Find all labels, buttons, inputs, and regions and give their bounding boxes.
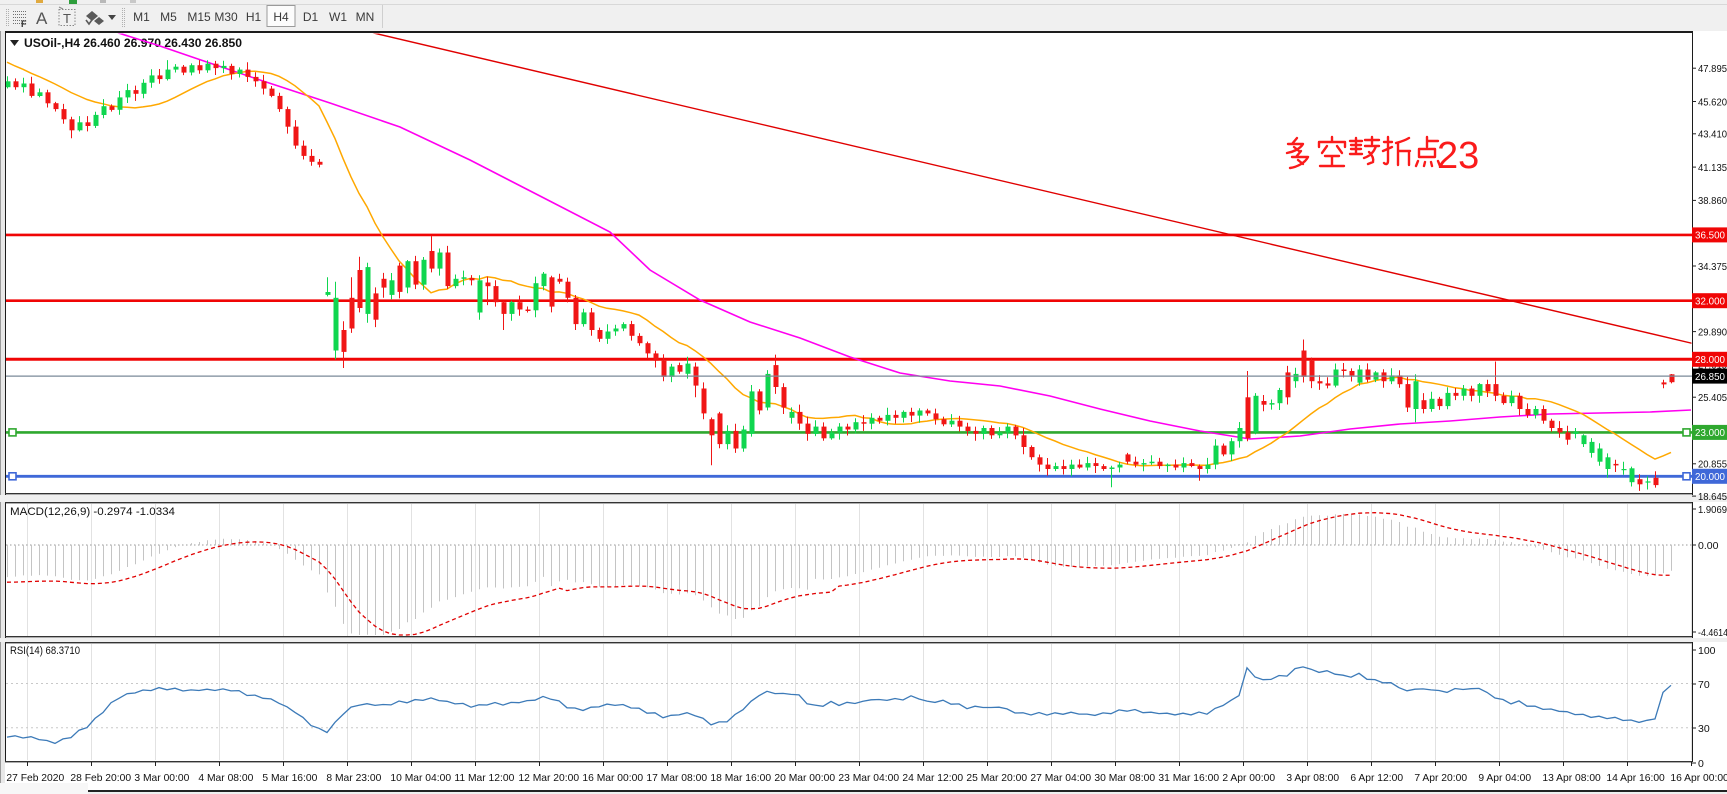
svg-text:10 Mar 04:00: 10 Mar 04:00 [390, 773, 451, 784]
svg-text:100: 100 [1698, 645, 1716, 657]
svg-text:13 Apr 08:00: 13 Apr 08:00 [1542, 773, 1601, 784]
svg-text:27 Mar 04:00: 27 Mar 04:00 [1030, 773, 1091, 784]
svg-text:2 Apr 00:00: 2 Apr 00:00 [1222, 773, 1275, 784]
svg-text:3 Mar 00:00: 3 Mar 00:00 [134, 773, 189, 784]
svg-text:47.895: 47.895 [1698, 63, 1727, 75]
svg-text:0: 0 [1698, 758, 1704, 770]
svg-text:11 Mar 12:00: 11 Mar 12:00 [454, 773, 514, 784]
svg-text:26.850: 26.850 [1695, 371, 1725, 383]
svg-text:24 Mar 12:00: 24 Mar 12:00 [902, 773, 963, 784]
svg-text:36.500: 36.500 [1695, 230, 1725, 242]
svg-text:18 Mar 16:00: 18 Mar 16:00 [710, 773, 771, 784]
svg-text:F: F [21, 19, 27, 29]
svg-text:20.855: 20.855 [1698, 459, 1727, 471]
svg-text:27 Feb 2020: 27 Feb 2020 [6, 773, 64, 784]
svg-text:8 Mar 23:00: 8 Mar 23:00 [326, 773, 381, 784]
svg-text:7 Apr 20:00: 7 Apr 20:00 [1414, 773, 1467, 784]
svg-text:25 Mar 20:00: 25 Mar 20:00 [966, 773, 1027, 784]
svg-text:23: 23 [1437, 135, 1479, 177]
svg-text:1.9069: 1.9069 [1698, 504, 1727, 516]
svg-text:MN: MN [356, 10, 375, 24]
svg-text:-4.4614: -4.4614 [1698, 627, 1727, 639]
svg-text:H1: H1 [246, 10, 262, 24]
svg-text:34.375: 34.375 [1698, 261, 1727, 273]
svg-text:16 Mar 00:00: 16 Mar 00:00 [582, 773, 643, 784]
svg-text:0.00: 0.00 [1698, 540, 1719, 552]
svg-text:23 Mar 04:00: 23 Mar 04:00 [838, 773, 899, 784]
svg-text:41.135: 41.135 [1698, 162, 1727, 174]
svg-text:28 Feb 20:00: 28 Feb 20:00 [70, 773, 131, 784]
svg-text:A: A [36, 9, 48, 28]
svg-text:RSI(14) 68.3710: RSI(14) 68.3710 [10, 645, 80, 657]
svg-text:31 Mar 16:00: 31 Mar 16:00 [1158, 773, 1219, 784]
svg-text:23.000: 23.000 [1695, 427, 1725, 439]
svg-text:16 Apr 00:00: 16 Apr 00:00 [1670, 773, 1727, 784]
svg-text:45.620: 45.620 [1698, 96, 1727, 108]
svg-text:M1: M1 [133, 10, 150, 24]
svg-text:43.410: 43.410 [1698, 129, 1727, 141]
svg-text:30: 30 [1698, 723, 1710, 735]
svg-text:W1: W1 [329, 10, 347, 24]
svg-text:29.890: 29.890 [1698, 326, 1727, 338]
svg-text:20.000: 20.000 [1695, 471, 1725, 483]
svg-text:70: 70 [1698, 679, 1710, 691]
svg-text:30 Mar 08:00: 30 Mar 08:00 [1094, 773, 1155, 784]
svg-text:MACD(12,26,9) -0.2974 -1.0334: MACD(12,26,9) -0.2974 -1.0334 [10, 506, 175, 518]
svg-text:3 Apr 08:00: 3 Apr 08:00 [1286, 773, 1339, 784]
svg-text:25.405: 25.405 [1698, 392, 1727, 404]
svg-text:M30: M30 [214, 10, 238, 24]
svg-text:5 Mar 16:00: 5 Mar 16:00 [262, 773, 317, 784]
svg-text:H4: H4 [273, 10, 289, 24]
svg-text:M15: M15 [187, 10, 211, 24]
svg-text:4 Mar 08:00: 4 Mar 08:00 [198, 773, 253, 784]
svg-text:12 Mar 20:00: 12 Mar 20:00 [518, 773, 579, 784]
svg-text:D1: D1 [303, 10, 319, 24]
svg-text:20 Mar 00:00: 20 Mar 00:00 [774, 773, 835, 784]
svg-text:18.645: 18.645 [1698, 491, 1727, 503]
svg-text:17 Mar 08:00: 17 Mar 08:00 [646, 773, 707, 784]
svg-text:9 Apr 04:00: 9 Apr 04:00 [1478, 773, 1531, 784]
svg-text:USOil-,H4 26.460 26.970 26.43: USOil-,H4 26.460 26.970 26.430 26.850 [24, 36, 242, 50]
svg-text:T: T [63, 11, 71, 26]
svg-text:28.000: 28.000 [1695, 354, 1725, 366]
svg-text:6 Apr 12:00: 6 Apr 12:00 [1350, 773, 1403, 784]
svg-text:M5: M5 [160, 10, 177, 24]
svg-text:32.000: 32.000 [1695, 296, 1725, 308]
svg-text:14 Apr 16:00: 14 Apr 16:00 [1606, 773, 1665, 784]
svg-text:38.860: 38.860 [1698, 195, 1727, 207]
